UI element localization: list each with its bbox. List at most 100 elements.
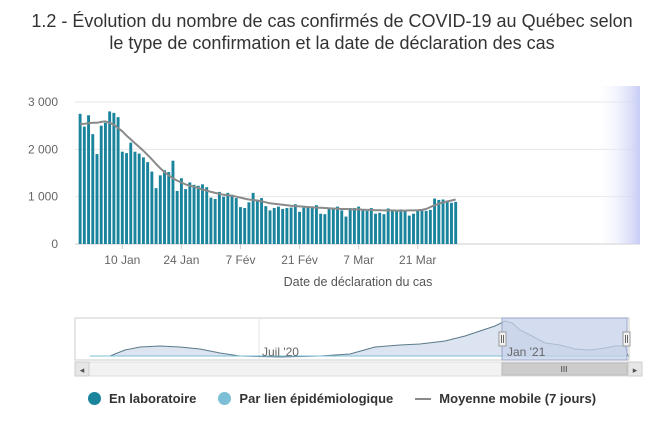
bar-lab	[268, 210, 272, 244]
bar-lab	[365, 210, 369, 244]
navigator-label-jan: Jan '21	[507, 345, 546, 359]
bar-lab	[158, 175, 162, 244]
bar-lab	[108, 111, 112, 244]
scrollbar-thumb[interactable]	[501, 362, 628, 376]
bar-lab	[407, 215, 411, 244]
bar-lab	[133, 151, 137, 244]
bar-lab	[154, 188, 158, 244]
y-axis-ticks: 0 1 000 2 000 3 000	[28, 95, 58, 251]
bar-lab	[243, 208, 247, 244]
navigator-selection[interactable]	[501, 317, 628, 361]
legend-epi-label: Par lien épidémiologique	[239, 391, 394, 406]
bar-lab	[445, 201, 449, 244]
scrollbar-grip: III	[561, 365, 568, 374]
scrollbar-left-button[interactable]	[74, 361, 90, 377]
bar-lab	[213, 199, 217, 244]
bar-lab	[163, 170, 166, 244]
bar-lab	[78, 113, 82, 244]
bar-lab	[378, 212, 382, 244]
bar-lab	[277, 206, 280, 244]
bar-lab	[403, 211, 407, 244]
bar-lab	[293, 204, 297, 244]
bar-lab	[239, 207, 242, 244]
x-tick-label: 21 Mar	[399, 253, 436, 267]
bar-lab	[171, 160, 175, 244]
bar-lab	[340, 210, 344, 244]
bar-lab	[217, 191, 221, 244]
bar-lab	[327, 207, 331, 244]
bar-lab	[82, 126, 86, 244]
legend-item-lab[interactable]: En laboratoire	[88, 391, 196, 406]
bar-lab	[188, 182, 192, 244]
bar-lab	[167, 172, 171, 244]
bar-lab	[116, 117, 120, 244]
navigator[interactable]: Juil '20 Jan '21	[74, 317, 631, 361]
bar-lab	[361, 210, 365, 244]
bar-lab	[179, 178, 183, 244]
bar-lab	[433, 198, 437, 244]
legend-item-epi[interactable]: Par lien épidémiologique	[218, 391, 393, 406]
bar-lab	[314, 205, 318, 244]
bar-lab	[125, 153, 128, 244]
bar-lab	[424, 210, 428, 244]
chart-title-line-2: le type de confirmation et la date de dé…	[109, 33, 555, 53]
bar-lab	[272, 208, 276, 244]
bar-lab	[91, 134, 95, 244]
navigator-handle-left[interactable]	[498, 331, 507, 347]
bar-lab	[352, 208, 356, 244]
y-tick-label: 3 000	[28, 95, 58, 109]
bar-lab	[357, 206, 361, 244]
y-tick-label: 2 000	[28, 142, 58, 156]
legend-item-moving-average[interactable]: Moyenne mobile (7 jours)	[415, 391, 596, 406]
bar-lab	[251, 192, 255, 244]
bar-lab	[209, 197, 213, 244]
bar-lab	[344, 216, 348, 244]
bar-lab	[226, 192, 230, 244]
bar-lab	[336, 206, 339, 244]
bar-lab	[289, 207, 293, 244]
bar-lab	[150, 171, 154, 244]
x-tick-label: 21 Fév	[281, 253, 318, 267]
bar-lab	[390, 209, 394, 244]
bar-lab	[112, 112, 116, 245]
bar-lab	[264, 206, 268, 244]
scroll-left-arrow-icon: ◂	[80, 365, 85, 375]
bar-lab	[260, 198, 264, 244]
x-tick-label: 7 Mar	[343, 253, 374, 267]
bar-lab	[175, 190, 179, 244]
bar-lab	[331, 208, 335, 244]
y-tick-label: 0	[51, 237, 58, 251]
bar-lab	[247, 202, 251, 244]
bar-lab	[285, 208, 289, 244]
bar-lab	[281, 208, 285, 244]
bar-lab	[196, 185, 200, 244]
legend-lab-label: En laboratoire	[109, 391, 197, 406]
bar-lab	[416, 210, 420, 244]
bar-lab	[386, 208, 390, 244]
navigator-handle-right[interactable]	[622, 331, 631, 347]
x-tick-label: 24 Jan	[163, 253, 199, 267]
x-axis-ticks: 10 Jan 24 Jan 7 Fév 21 Fév 7 Mar 21 Mar	[104, 244, 436, 267]
navigator-label-juil: Juil '20	[262, 345, 299, 359]
scrollbar[interactable]: ◂ III ▸	[74, 361, 643, 377]
bar-lab	[146, 162, 150, 244]
bar-lab	[120, 151, 124, 244]
bar-lab	[205, 187, 209, 244]
bar-lab	[441, 199, 445, 244]
bar-lab	[382, 214, 386, 244]
bars-layer	[78, 111, 458, 245]
bar-lab	[255, 199, 259, 244]
moving-average-layer	[80, 120, 456, 212]
bar-lab	[298, 211, 301, 244]
bar-lab	[450, 202, 453, 244]
legend-epi-dot-icon	[218, 392, 232, 405]
bar-lab	[201, 184, 204, 244]
bar-lab	[137, 153, 141, 244]
scrollbar-right-button[interactable]	[627, 361, 643, 377]
bar-lab	[95, 154, 99, 244]
bar-lab	[230, 194, 234, 244]
bar-lab	[129, 142, 133, 244]
bar-lab	[428, 209, 432, 244]
bar-lab	[323, 214, 327, 244]
